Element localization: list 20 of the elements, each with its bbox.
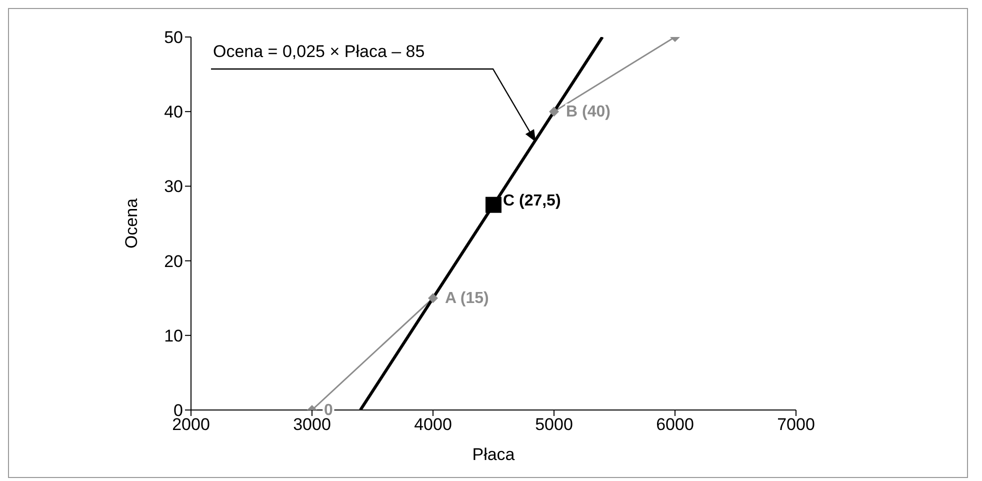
y-axis-title: Ocena xyxy=(122,198,142,249)
y-tick-label: 50 xyxy=(164,28,183,48)
x-tick-label: 5000 xyxy=(535,415,573,434)
x-tick-label: 7000 xyxy=(777,415,815,434)
y-tick-label: 40 xyxy=(164,102,183,122)
annotation: Ocena = 0,025 × Płaca – 85 xyxy=(213,42,425,61)
data-label: C (27,5) xyxy=(502,192,561,210)
y-tick-label: 30 xyxy=(164,177,183,196)
point xyxy=(428,293,438,304)
y-tick-label: 20 xyxy=(164,252,183,271)
x-tick-label: 2000 xyxy=(172,415,210,434)
x-tick-label: 4000 xyxy=(414,415,452,434)
x-tick-label: 6000 xyxy=(656,415,694,434)
point xyxy=(486,196,502,213)
x-tick-label: 3000 xyxy=(293,415,331,434)
point xyxy=(549,106,559,117)
x-axis-title: Płaca xyxy=(472,445,516,464)
y-tick-label: 10 xyxy=(164,326,183,346)
data-label: A (15) xyxy=(445,290,489,308)
data-label: B (40) xyxy=(566,104,610,121)
